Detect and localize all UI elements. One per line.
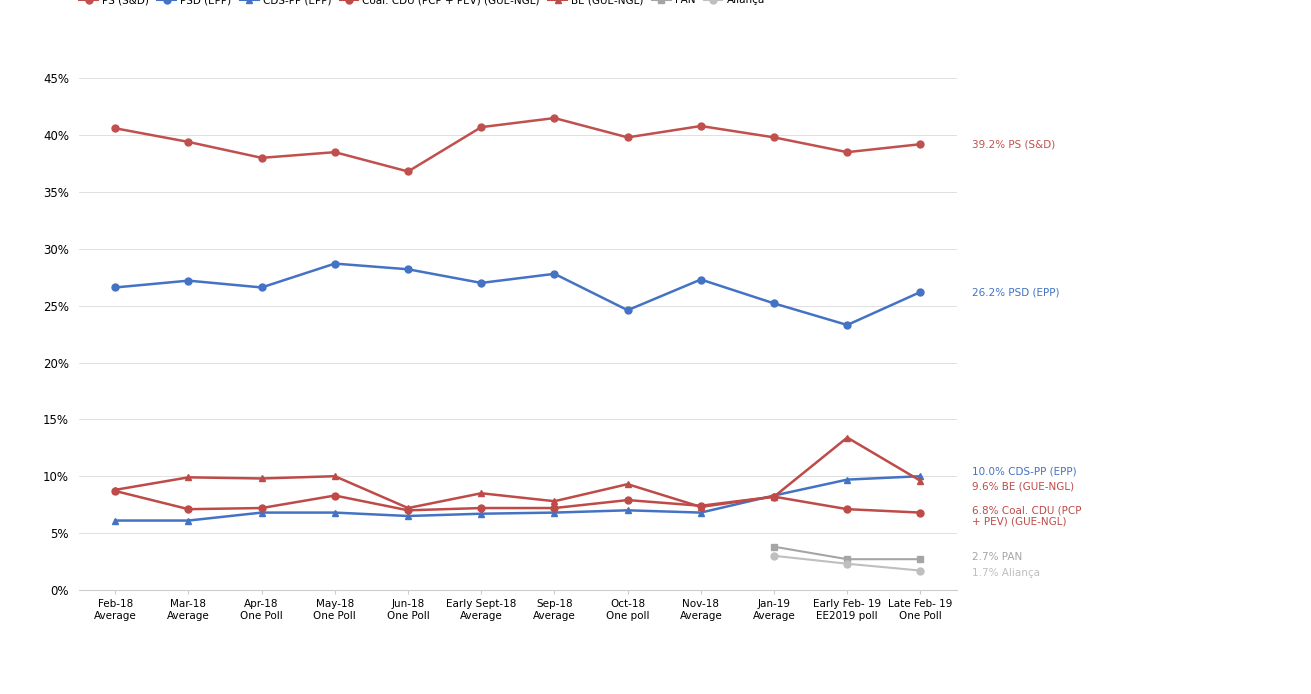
Text: 39.2% PS (S&D): 39.2% PS (S&D): [971, 139, 1055, 149]
Text: 10.0% CDS-PP (EPP): 10.0% CDS-PP (EPP): [971, 466, 1076, 477]
Legend: PS (S&D), PSD (EPP), CDS-PP (EPP), Coal. CDU (PCP + PEV) (GUE-NGL), BE (GUE-NGL): PS (S&D), PSD (EPP), CDS-PP (EPP), Coal.…: [75, 0, 770, 10]
Text: 26.2% PSD (EPP): 26.2% PSD (EPP): [971, 287, 1059, 297]
Text: 2.7% PAN: 2.7% PAN: [971, 552, 1021, 562]
Text: 1.7% Aliança: 1.7% Aliança: [971, 568, 1040, 578]
Text: 9.6% BE (GUE-NGL): 9.6% BE (GUE-NGL): [971, 482, 1074, 491]
Text: 6.8% Coal. CDU (PCP
+ PEV) (GUE-NGL): 6.8% Coal. CDU (PCP + PEV) (GUE-NGL): [971, 505, 1082, 527]
